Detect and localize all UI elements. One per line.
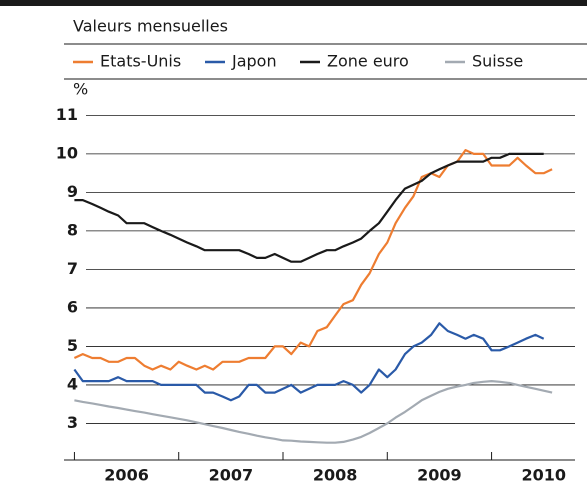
y-tick-label: 4 xyxy=(67,374,78,393)
y-tick-label: 5 xyxy=(67,336,78,355)
y-axis-label: % xyxy=(73,80,88,99)
legend-label: Suisse xyxy=(472,52,523,71)
legend-label: Zone euro xyxy=(327,52,409,71)
legend-label: Japon xyxy=(231,52,277,71)
x-tick-label: 2007 xyxy=(209,466,254,485)
y-tick-label: 7 xyxy=(67,259,78,278)
x-tick-label: 2008 xyxy=(313,466,358,485)
y-tick-label: 9 xyxy=(67,182,78,201)
top-rule xyxy=(0,0,587,6)
y-tick-label: 10 xyxy=(56,143,78,162)
y-tick-label: 8 xyxy=(67,220,78,239)
chart-subtitle: Valeurs mensuelles xyxy=(73,17,228,36)
y-tick-label: 11 xyxy=(56,105,78,124)
y-tick-label: 3 xyxy=(67,413,78,432)
series-line xyxy=(74,380,553,444)
legend-label: Etats-Unis xyxy=(100,52,181,71)
x-tick-label: 2006 xyxy=(104,466,149,485)
series-line xyxy=(74,152,544,263)
x-tick-label: 2009 xyxy=(417,466,462,485)
series-line xyxy=(73,322,545,402)
y-tick-label: 6 xyxy=(67,297,78,316)
series-line xyxy=(73,149,553,371)
x-tick-label: 2010 xyxy=(521,466,566,485)
